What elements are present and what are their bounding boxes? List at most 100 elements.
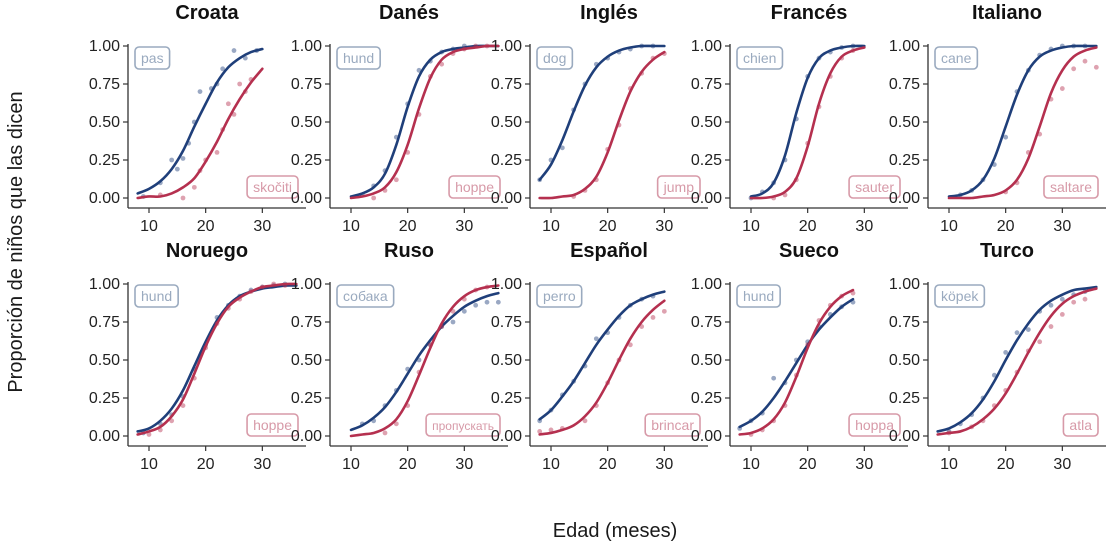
fit-curve (738, 288, 855, 436)
y-tick-label: 0.25 (291, 152, 322, 169)
verb-word-tag: atla (1062, 413, 1099, 437)
data-point (1014, 330, 1020, 336)
y-tick-label: 0.00 (89, 190, 120, 207)
x-tick-label: 10 (742, 456, 760, 473)
data-point (548, 427, 554, 433)
data-point (1082, 58, 1088, 64)
fit-curve (749, 44, 866, 198)
data-point (1093, 64, 1099, 70)
y-tick-label: 1.00 (691, 38, 722, 55)
data-point (473, 302, 479, 308)
y-tick-label: 0.75 (89, 76, 120, 93)
y-tick-label: 0.25 (691, 390, 722, 407)
panel-title: Italiano (972, 2, 1042, 24)
data-point (1048, 302, 1054, 308)
noun-series (136, 47, 264, 199)
tag-label: hoppe (253, 417, 292, 433)
fit-curve (538, 50, 666, 200)
panel-title: Sueco (779, 240, 839, 262)
noun-series (737, 297, 856, 431)
panel-title: Turco (980, 240, 1034, 262)
tag-label: saltare (1050, 179, 1092, 195)
x-tick-label: 20 (799, 218, 817, 235)
panel-9: Sueco 0.00 0.25 0.50 0.75 1.00 10 20 30 hund hoppa (691, 240, 908, 473)
data-point (1059, 296, 1065, 302)
tag-box (934, 284, 986, 308)
y-tick-label: 0.00 (691, 190, 722, 207)
y-tick-label: 0.25 (889, 152, 920, 169)
data-point (1048, 324, 1054, 329)
x-tick-label: 30 (855, 456, 873, 473)
panel-title: Ruso (384, 240, 434, 262)
tag-box (134, 46, 171, 70)
y-tick-label: 0.25 (889, 390, 920, 407)
verb-series (136, 281, 298, 437)
tag-label: hund (141, 288, 172, 304)
fit-curve (538, 44, 666, 182)
data-point (197, 89, 203, 94)
noun-word-tag: cane (934, 46, 979, 70)
tag-box (848, 413, 901, 437)
tag-label: jump (663, 179, 695, 195)
y-tick-label: 0.25 (491, 152, 522, 169)
data-point (180, 195, 186, 201)
y-tick-label: 0.00 (491, 428, 522, 445)
noun-word-tag: köpek (934, 284, 986, 308)
data-point (1071, 299, 1077, 305)
y-tick-label: 1.00 (89, 276, 120, 293)
data-point (537, 429, 543, 434)
data-point (991, 372, 997, 378)
y-tick-label: 0.75 (491, 314, 522, 331)
tag-label: chien (743, 50, 776, 66)
fit-curve (947, 44, 1098, 198)
data-point (661, 308, 667, 314)
verb-word-tag: jump (656, 175, 701, 199)
verb-series (349, 43, 500, 201)
x-tick-label: 10 (742, 218, 760, 235)
noun-word-tag: chien (736, 46, 784, 70)
noun-word-tag: hund (134, 284, 179, 308)
tag-label: hund (743, 288, 774, 304)
fit-curve (947, 46, 1098, 200)
data-point (174, 166, 180, 172)
y-tick-label: 0.50 (89, 114, 120, 131)
data-point (242, 55, 248, 61)
y-tick-label: 1.00 (889, 276, 920, 293)
y-tick-label: 0.75 (291, 314, 322, 331)
panel-title: Español (570, 240, 648, 262)
data-point (461, 308, 467, 314)
data-point (1059, 86, 1065, 91)
x-tick-label: 10 (140, 218, 158, 235)
noun-word-tag: pas (134, 46, 171, 70)
x-tick-label: 30 (455, 218, 473, 235)
tag-label: dog (543, 50, 566, 66)
fit-curve (136, 284, 298, 433)
fit-curve (738, 297, 855, 429)
verb-series (947, 46, 1099, 200)
x-tick-label: 20 (997, 218, 1015, 235)
x-tick-label: 20 (599, 218, 617, 235)
verb-word-tag: hoppe (448, 175, 501, 199)
fit-curve (936, 287, 1098, 436)
y-tick-label: 1.00 (491, 276, 522, 293)
data-point (225, 101, 231, 107)
x-axis-label: Edad (meses) (553, 520, 678, 542)
data-point (146, 432, 152, 437)
data-point (214, 150, 220, 155)
noun-word-tag: dog (536, 46, 574, 70)
x-tick-label: 20 (997, 456, 1015, 473)
verb-series (738, 288, 856, 437)
tag-box (736, 46, 784, 70)
y-tick-label: 0.00 (89, 428, 120, 445)
y-tick-label: 0.50 (889, 114, 920, 131)
data-point (627, 342, 633, 348)
data-point (1037, 339, 1043, 345)
data-point (650, 315, 656, 320)
tag-box (246, 175, 299, 199)
x-tick-label: 30 (455, 456, 473, 473)
verb-series (936, 287, 1098, 436)
y-tick-label: 0.25 (691, 152, 722, 169)
tag-label: pas (141, 50, 164, 66)
y-tick-label: 0.25 (89, 390, 120, 407)
